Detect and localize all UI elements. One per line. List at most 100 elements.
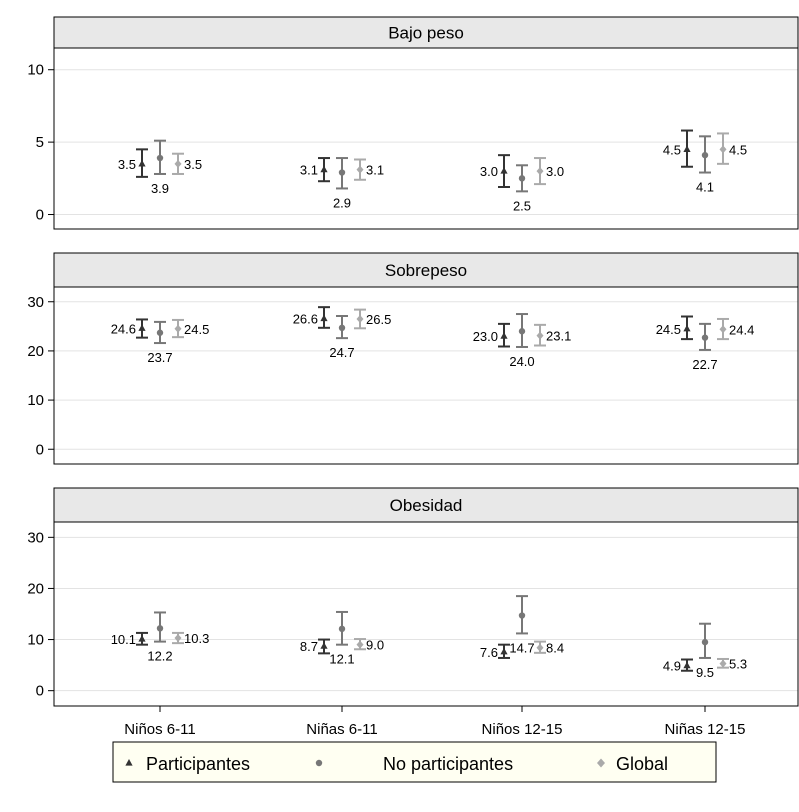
facet-header: [53, 16, 799, 49]
legend: Participantes No participantes Global: [112, 741, 717, 783]
data-label: 9.0: [366, 638, 384, 653]
data-label: 23.0: [473, 329, 498, 344]
data-label: 24.0: [509, 354, 534, 369]
data-label: 24.6: [111, 321, 136, 336]
y-tick-label: 0: [36, 207, 44, 224]
y-tick-label: 0: [36, 683, 44, 700]
legend-box: [112, 741, 717, 783]
legend-label: Participantes: [146, 754, 250, 774]
point-no-participantes: [518, 175, 526, 182]
y-tick-label: 20: [27, 580, 44, 597]
point-participantes: [320, 642, 328, 649]
x-tick-label: Niñas 6-11: [306, 721, 377, 738]
data-label: 10.1: [111, 632, 136, 647]
x-tick-label: Niños 6-11: [124, 721, 195, 738]
data-label: 24.4: [729, 322, 754, 337]
legend-label: Global: [616, 754, 668, 774]
data-label: 3.0: [546, 164, 564, 179]
point-global: [356, 165, 364, 174]
y-tick-label: 30: [27, 529, 44, 546]
data-label: 12.1: [329, 652, 354, 667]
point-no-participantes: [518, 328, 526, 335]
data-label: 3.9: [151, 181, 169, 196]
point-participantes: [138, 635, 146, 642]
point-global: [536, 167, 544, 176]
point-no-participantes: [156, 329, 164, 336]
point-global: [719, 325, 727, 334]
point-participantes: [500, 647, 508, 655]
legend-marker-diamond: [597, 758, 605, 768]
y-tick-label: 10: [27, 632, 44, 649]
data-label: 3.5: [184, 157, 202, 172]
point-global: [174, 324, 182, 333]
point-no-participantes: [156, 154, 164, 162]
point-participantes: [683, 661, 691, 669]
data-label: 10.3: [184, 631, 209, 646]
y-tick-label: 20: [27, 343, 44, 360]
point-no-participantes: [701, 151, 709, 159]
data-label: 26.5: [366, 312, 391, 327]
data-label: 4.5: [663, 142, 681, 157]
data-label: 4.9: [663, 659, 681, 674]
data-label: 2.5: [513, 198, 531, 213]
point-global: [356, 640, 364, 649]
point-no-participantes: [701, 334, 709, 341]
point-participantes: [320, 314, 328, 322]
facet-title: Bajo peso: [388, 24, 464, 43]
point-participantes: [683, 324, 691, 332]
point-global: [719, 659, 727, 668]
data-label: 8.4: [546, 641, 564, 656]
data-label: 26.6: [293, 311, 318, 326]
y-tick-label: 10: [27, 392, 44, 409]
point-no-participantes: [338, 324, 346, 332]
data-label: 5.3: [729, 657, 747, 672]
data-label: 14.7: [509, 640, 534, 655]
x-tick-label: Niñas 12-15: [665, 721, 746, 738]
point-participantes: [500, 167, 508, 174]
y-tick-label: 5: [36, 134, 44, 151]
data-label: 4.1: [696, 180, 714, 195]
point-participantes: [500, 332, 508, 339]
point-no-participantes: [701, 638, 709, 646]
point-no-participantes: [518, 612, 526, 619]
point-global: [719, 145, 727, 154]
data-label: 2.9: [333, 195, 351, 210]
panel-2: Obesidad 0 10 20 30 10.1 8.7 7.6 4.9 12.2 12.1 14.7…: [27, 487, 799, 707]
point-global: [536, 331, 544, 340]
legend-label: No participantes: [383, 754, 513, 774]
point-no-participantes: [338, 625, 346, 633]
data-label: 4.5: [729, 142, 747, 157]
point-global: [174, 634, 182, 643]
data-label: 3.0: [480, 164, 498, 179]
facet-title: Sobrepeso: [385, 261, 467, 280]
data-label: 24.5: [656, 322, 681, 337]
data-label: 9.5: [696, 665, 714, 680]
point-participantes: [138, 324, 146, 331]
data-label: 24.7: [329, 345, 354, 360]
point-participantes: [138, 159, 146, 167]
y-tick-label: 10: [27, 62, 44, 79]
point-participantes: [320, 165, 328, 173]
facet-header: [53, 252, 799, 288]
data-label: 23.1: [546, 329, 571, 344]
point-participantes: [683, 145, 691, 152]
y-tick-label: 0: [36, 441, 44, 458]
point-global: [356, 314, 364, 323]
data-label: 23.7: [147, 350, 172, 365]
data-label: 3.5: [118, 157, 136, 172]
point-global: [536, 643, 544, 652]
data-label: 8.7: [300, 639, 318, 654]
plot-frame: [53, 286, 799, 465]
plot-frame: [53, 521, 799, 707]
data-label: 24.5: [184, 322, 209, 337]
y-tick-label: 30: [27, 294, 44, 311]
x-tick-label: Niños 12-15: [482, 721, 563, 738]
point-no-participantes: [156, 625, 164, 632]
data-label: 3.1: [366, 163, 384, 178]
facet-header: [53, 487, 799, 523]
point-global: [174, 159, 182, 168]
legend-marker-circle: [315, 759, 323, 767]
facet-title: Obesidad: [390, 496, 463, 515]
data-label: 3.1: [300, 163, 318, 178]
